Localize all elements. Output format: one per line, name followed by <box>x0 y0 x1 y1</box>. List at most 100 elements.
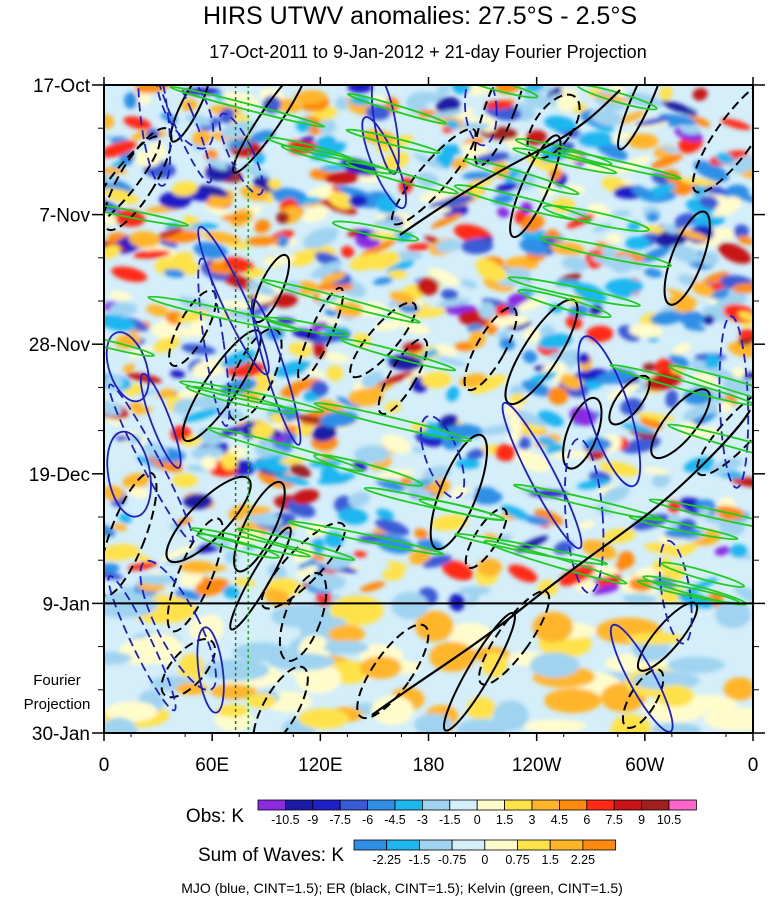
anomaly-cell <box>402 342 424 353</box>
anomaly-cell <box>310 380 329 396</box>
er-contour <box>169 85 211 143</box>
projection-cell <box>544 688 602 714</box>
anomaly-cell <box>547 386 569 405</box>
mjo-contour <box>137 85 172 187</box>
anomaly-cell <box>240 185 268 202</box>
colorbar-swatch <box>353 839 388 851</box>
anomaly-cell <box>183 215 201 225</box>
colorbar-label: 0 <box>474 813 481 827</box>
er-contour <box>691 85 753 194</box>
x-tick-label: 60E <box>195 755 229 776</box>
anomaly-cell <box>556 93 579 112</box>
anomaly-cell <box>672 342 692 356</box>
mjo-contour <box>419 415 466 499</box>
projection-cell <box>492 700 529 731</box>
er-contour <box>478 590 551 686</box>
x-tick-label: 0 <box>748 755 759 776</box>
anomaly-cell <box>412 307 447 318</box>
anomaly-cell <box>433 356 467 366</box>
mjo-contour <box>107 575 177 712</box>
er-contour <box>377 337 429 415</box>
anomaly-cell <box>516 411 547 427</box>
colorbar-swatch <box>421 799 451 811</box>
anomaly-cell <box>517 423 546 434</box>
anomaly-cell <box>251 422 274 440</box>
anomaly-cell <box>654 358 673 377</box>
kelvin-contour <box>287 520 445 556</box>
anomaly-cell <box>292 489 320 505</box>
anomaly-cell <box>326 365 344 382</box>
anomaly-cell <box>476 262 508 282</box>
anomaly-cell <box>108 290 132 301</box>
anomaly-cell <box>194 578 229 597</box>
anomaly-cell <box>441 144 463 156</box>
anomaly-cell <box>133 250 171 259</box>
anomaly-cell <box>514 450 551 473</box>
anomaly-cell <box>440 289 458 301</box>
waves-colorbar: -2.25 -1.5 -0.75 0 0.75 1.5 2.25 <box>353 839 617 867</box>
anomaly-cell <box>435 239 462 253</box>
anomaly-cell <box>348 491 371 508</box>
anomaly-cell <box>320 466 340 483</box>
anomaly-cell <box>271 579 283 590</box>
anomaly-cell <box>276 211 290 224</box>
anomaly-cell <box>104 314 136 332</box>
mjo-contour <box>501 401 583 550</box>
anomaly-cell <box>715 152 734 164</box>
kelvin-contour <box>236 527 356 562</box>
anomaly-cell <box>112 523 128 531</box>
anomaly-cell <box>706 367 735 380</box>
anomaly-cell <box>500 505 529 520</box>
colorbar-swatch <box>257 799 286 811</box>
projection-cell <box>371 695 414 726</box>
anomaly-cell <box>522 350 538 364</box>
anomaly-cell <box>247 281 276 296</box>
er-contour <box>442 611 516 732</box>
er-contour-long <box>371 409 751 716</box>
projection-cell <box>631 671 700 690</box>
chart-subtitle: 17-Oct-2011 to 9-Jan-2012 + 21-day Fouri… <box>209 42 646 62</box>
er-contour <box>621 668 665 729</box>
colorbar-swatch <box>504 799 533 811</box>
anomaly-cell <box>652 472 671 488</box>
anomaly-cell <box>376 469 415 480</box>
anomaly-cell <box>325 171 360 185</box>
colorbar-label: 0.75 <box>505 853 529 867</box>
colorbar-label: 6 <box>583 813 590 827</box>
anomaly-cell <box>128 346 153 359</box>
projection-cell <box>447 622 493 648</box>
colorbar-label: -4.5 <box>384 813 406 827</box>
anomaly-cell <box>668 354 690 369</box>
colorbar-label: -0.75 <box>438 853 467 867</box>
anomaly-cell <box>625 236 650 250</box>
mjo-contour <box>361 116 407 210</box>
colorbar-label: 2.25 <box>571 853 595 867</box>
colorbar-label: -1.5 <box>409 853 431 867</box>
anomaly-cell <box>717 401 733 413</box>
mjo-contour <box>218 112 264 196</box>
obs-legend-label: Obs: K <box>186 806 244 827</box>
mjo-contour <box>106 430 152 518</box>
anomaly-cell <box>524 515 551 526</box>
anomaly-cell <box>611 210 632 217</box>
x-tick-label: 180 <box>413 755 445 776</box>
anomaly-cell <box>301 366 327 378</box>
er-contour <box>278 572 328 662</box>
obs-colorbar: -10.5 -9 -7.5 -6 -4.5 -3 -1.5 0 1.5 3 4.5 6 7.5 9 10.5 <box>257 799 697 827</box>
y-tick-label: 9-Jan <box>42 594 90 615</box>
kelvin-contour <box>178 380 325 414</box>
anomaly-cell <box>422 554 452 568</box>
anomaly-cell <box>662 224 680 234</box>
anomaly-cell <box>353 551 367 558</box>
kelvin-contour <box>539 236 672 268</box>
colorbar-swatch <box>586 799 615 811</box>
anomaly-cell <box>335 96 349 111</box>
anomaly-cell <box>518 436 531 450</box>
anomaly-cell <box>376 478 406 492</box>
anomaly-cell <box>126 372 162 384</box>
contour-note: MJO (blue, CINT=1.5); ER (black, CINT=1.… <box>181 880 623 896</box>
anomaly-cell <box>428 268 460 286</box>
anomaly-cell <box>303 227 339 249</box>
anomaly-cell <box>516 296 547 312</box>
anomaly-cell <box>127 487 150 499</box>
